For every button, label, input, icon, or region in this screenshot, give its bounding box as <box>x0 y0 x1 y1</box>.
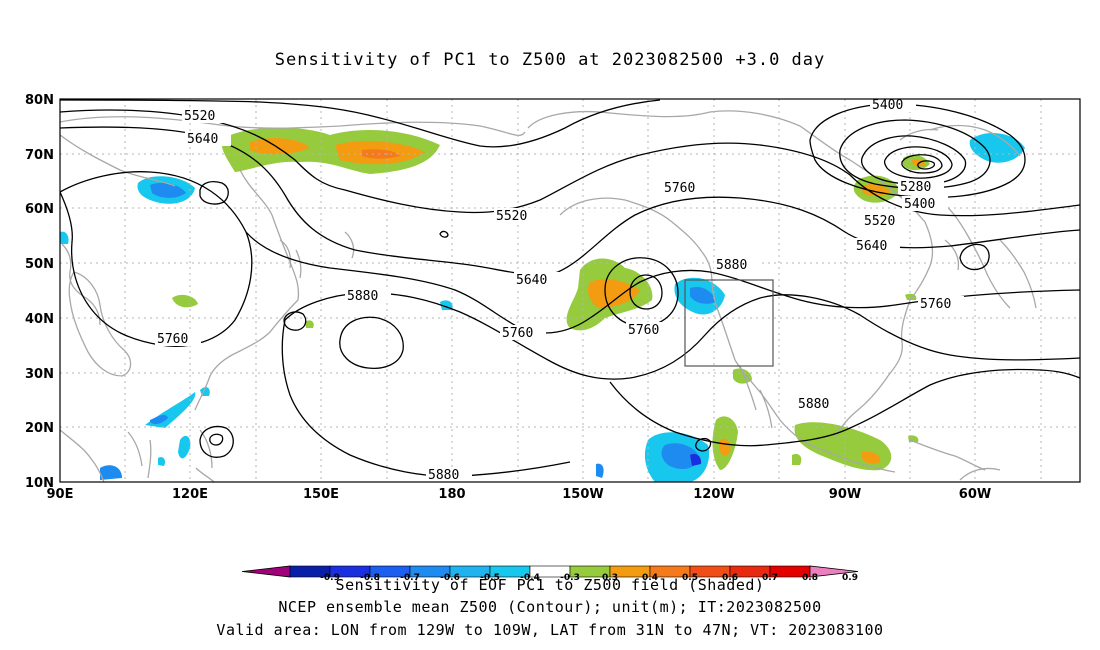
colorbar-tick-label: -0.4 <box>520 573 540 583</box>
contour-5880-south <box>609 368 1081 447</box>
contour-label: 5640 <box>516 273 547 288</box>
contour-5760-west <box>59 171 253 347</box>
closed-contour-4 <box>959 243 990 271</box>
contour-label: 5880 <box>716 258 747 273</box>
colorbar-tick-label: 0.8 <box>802 573 818 583</box>
contour-label: 5760 <box>628 323 659 338</box>
shade-east-asia-positive <box>221 127 440 174</box>
colorbar-tick-label: -0.7 <box>400 573 420 583</box>
closed-contour-5 <box>199 425 234 458</box>
contour-label: 5760 <box>664 181 695 196</box>
closed-low-arctic-2 <box>839 119 991 189</box>
lat-label: 20N <box>25 421 54 436</box>
contour-label: 5880 <box>347 289 378 304</box>
lon-label: 120E <box>172 487 208 502</box>
footer-line-2: NCEP ensemble mean Z500 (Contour); unit(… <box>278 598 822 616</box>
shade-north-pacific-positive <box>172 258 653 331</box>
lon-label: 150E <box>303 487 339 502</box>
colorbar-tick-label: -0.8 <box>360 573 380 583</box>
closed-high-pacific-inner <box>629 274 663 310</box>
shade-tropics <box>100 368 919 482</box>
colorbar-tick-label: 0.7 <box>762 573 778 583</box>
closed-low-arctic-5 <box>901 154 943 174</box>
contour-labels: 5400 5520 5640 5280 5400 5520 5640 5760 … <box>155 97 964 483</box>
closed-high-pacific <box>604 257 679 327</box>
colorbar-tick-label: -0.5 <box>480 573 500 583</box>
footer-line-3: Valid area: LON from 129W to 109W, LAT f… <box>216 621 884 639</box>
lat-label: 60N <box>25 202 54 217</box>
grid-lines <box>60 99 1080 482</box>
lon-label: 150W <box>562 487 603 502</box>
longitude-labels: 90E 120E 150E 180 150W 120W 90W 60W <box>47 487 992 502</box>
contour-label: 5640 <box>187 132 218 147</box>
closed-contour-6 <box>209 433 224 446</box>
closed-low-arctic-4 <box>883 146 953 179</box>
z500-contours <box>59 99 1081 477</box>
colorbar: -0.9 -0.8 -0.7 -0.6 -0.5 -0.4 -0.3 0.3 0.4 0.5 0.6… <box>241 565 859 583</box>
latitude-labels: 80N 70N 60N 50N 40N 30N 20N 10N <box>25 93 54 491</box>
contour-5400-north <box>59 99 661 148</box>
lon-label: 120W <box>693 487 734 502</box>
contour-label: 5520 <box>184 109 215 124</box>
shaded-sensitivity <box>60 127 1025 482</box>
lon-label: 90E <box>47 487 74 502</box>
lat-label: 30N <box>25 367 54 382</box>
colorbar-tick-label: -0.6 <box>440 573 460 583</box>
valid-area-box <box>684 279 774 367</box>
closed-low-arctic-3 <box>860 135 967 185</box>
footer-line-1: Sensitivity of EOF PC1 to Z500 field (Sh… <box>335 576 765 594</box>
map-frame <box>59 98 1081 483</box>
closed-contour-8 <box>439 230 449 238</box>
lat-label: 40N <box>25 312 54 327</box>
contour-5760-mid <box>245 231 1081 334</box>
lat-label: 10N <box>25 476 54 491</box>
contour-label: 5400 <box>904 197 935 212</box>
contour-label: 5400 <box>872 98 903 113</box>
closed-contour-3 <box>283 311 307 331</box>
map-title: Sensitivity of PC1 to Z500 at 2023082500… <box>274 50 826 70</box>
lon-label: 180 <box>438 487 465 502</box>
contour-label: 5760 <box>157 332 188 347</box>
contour-5520-north <box>59 109 1081 217</box>
contour-label: 5520 <box>496 209 527 224</box>
coastlines <box>59 110 1037 483</box>
contour-label: 5760 <box>502 326 533 341</box>
lat-label: 80N <box>25 93 54 108</box>
contour-5880 <box>284 292 1081 380</box>
contour-label: 5880 <box>428 468 459 483</box>
colorbar-tick-label: 0.9 <box>842 573 858 583</box>
contour-label: 5880 <box>798 397 829 412</box>
closed-contour-1 <box>199 181 229 205</box>
shade-east-asia-negative <box>60 176 195 244</box>
contour-5880-west-tropics <box>281 319 571 477</box>
colorbar-tick-label: 0.4 <box>642 573 658 583</box>
map-plot-area: 5400 5520 5640 5280 5400 5520 5640 5760 … <box>59 97 1081 483</box>
closed-contour-7 <box>695 437 712 452</box>
contour-label: 5520 <box>864 214 895 229</box>
lon-label: 60W <box>959 487 991 502</box>
colorbar-tick-label: -0.9 <box>320 573 340 583</box>
lon-label: 90W <box>829 487 861 502</box>
contour-label: 5760 <box>920 297 951 312</box>
map-background <box>60 99 1080 482</box>
colorbar-tick-label: 0.5 <box>682 573 698 583</box>
closed-contour-2 <box>339 316 404 370</box>
closed-low-arctic-6 <box>917 160 936 170</box>
colorbar-tick-label: 0.3 <box>602 573 618 583</box>
lat-label: 50N <box>25 257 54 272</box>
colorbar-tick-label: -0.3 <box>560 573 580 583</box>
lat-label: 70N <box>25 148 54 163</box>
contour-label: 5280 <box>900 180 931 195</box>
colorbar-tick-label: 0.6 <box>722 573 738 583</box>
colorbar-max-arrow <box>809 565 859 578</box>
contour-label: 5640 <box>856 239 887 254</box>
